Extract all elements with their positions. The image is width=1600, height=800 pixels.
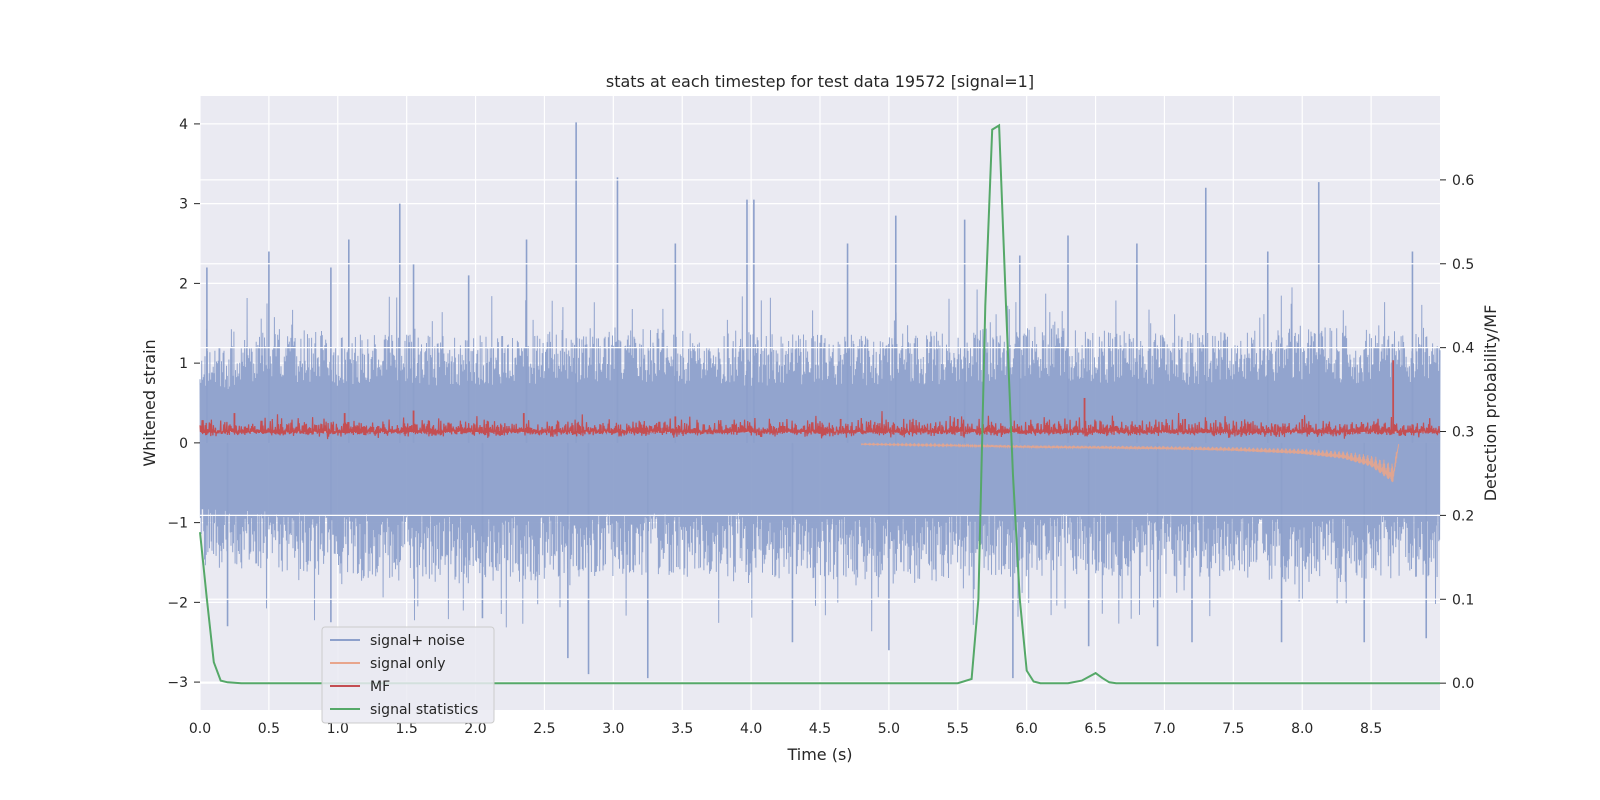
x-tick-label: 1.5	[396, 721, 418, 737]
signal-chirp	[860, 442, 1400, 483]
y-tick-label: −1	[167, 516, 188, 532]
series-mf	[199, 360, 1441, 440]
x-tick-label: 3.5	[671, 721, 693, 737]
x-tick-label: 1.0	[327, 721, 349, 737]
y2-tick-label: 0.4	[1452, 341, 1474, 357]
legend-label-signal-statistics: signal statistics	[370, 702, 478, 718]
y-tick-label: −2	[167, 595, 188, 611]
x-tick-label: 7.0	[1153, 721, 1175, 737]
x-tick-label: 4.5	[809, 721, 831, 737]
y-tick-label: 4	[179, 117, 188, 133]
chart-title: stats at each timestep for test data 195…	[606, 72, 1034, 91]
x-tick-label: 3.0	[602, 721, 624, 737]
x-tick-label: 0.5	[258, 721, 280, 737]
x-axis-ticks: 0.0 0.5 1.0 1.5 2.0 2.5 3.0 3.5 4.0 4.5 5.0 5.5 6.0 6…	[189, 721, 1382, 737]
x-tick-label: 7.5	[1222, 721, 1244, 737]
y-axis-right-title: Detection probability/MF	[1481, 305, 1500, 502]
x-tick-label: 8.5	[1360, 721, 1382, 737]
x-tick-label: 6.0	[1016, 721, 1038, 737]
y-tick-label: 1	[179, 356, 188, 372]
y2-tick-label: 0.0	[1452, 676, 1474, 692]
y2-tick-label: 0.6	[1452, 173, 1474, 189]
y-tick-label: −3	[167, 675, 188, 691]
x-tick-label: 0.0	[189, 721, 211, 737]
x-tick-label: 5.0	[878, 721, 900, 737]
x-tick-label: 8.0	[1291, 721, 1313, 737]
x-axis-title: Time (s)	[786, 745, 852, 764]
signal-statistics-line	[199, 123, 1440, 685]
y-axis-left-ticks: 4 3 2 1 0 −1 −2 −3	[167, 117, 200, 691]
legend-box	[321, 626, 495, 724]
legend-label-signal-noise: signal+ noise	[370, 633, 465, 649]
mf-trace	[199, 411, 1441, 440]
y2-tick-label: 0.1	[1452, 592, 1474, 608]
x-tick-label: 4.0	[740, 721, 762, 737]
y2-tick-label: 0.5	[1452, 257, 1474, 273]
noise-trace	[199, 287, 1441, 632]
y-tick-label: 2	[179, 276, 188, 292]
y2-tick-label: 0.2	[1452, 508, 1474, 524]
y2-tick-label: 0.3	[1452, 425, 1474, 441]
x-tick-label: 2.5	[533, 721, 555, 737]
y-tick-label: 3	[179, 197, 188, 213]
x-tick-label: 5.5	[947, 721, 969, 737]
y-tick-label: 0	[179, 436, 188, 452]
series-signal-statistics	[199, 123, 1440, 685]
series-signal-only	[860, 442, 1400, 483]
x-tick-label: 2.0	[464, 721, 486, 737]
legend: signal+ noise signal only MF signal stat…	[321, 626, 495, 724]
legend-label-signal-only: signal only	[370, 656, 445, 672]
y-axis-left-title: Whitened strain	[140, 339, 159, 466]
y-axis-right-ticks: 0.6 0.5 0.4 0.3 0.2 0.1 0.0	[1440, 173, 1474, 692]
x-tick-label: 6.5	[1084, 721, 1106, 737]
legend-label-mf: MF	[370, 679, 390, 695]
